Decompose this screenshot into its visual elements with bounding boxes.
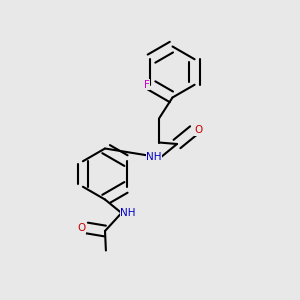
Text: O: O [195,125,203,136]
Text: NH: NH [146,152,162,163]
Text: NH: NH [120,208,136,218]
Text: O: O [77,223,86,233]
Text: F: F [144,80,150,90]
